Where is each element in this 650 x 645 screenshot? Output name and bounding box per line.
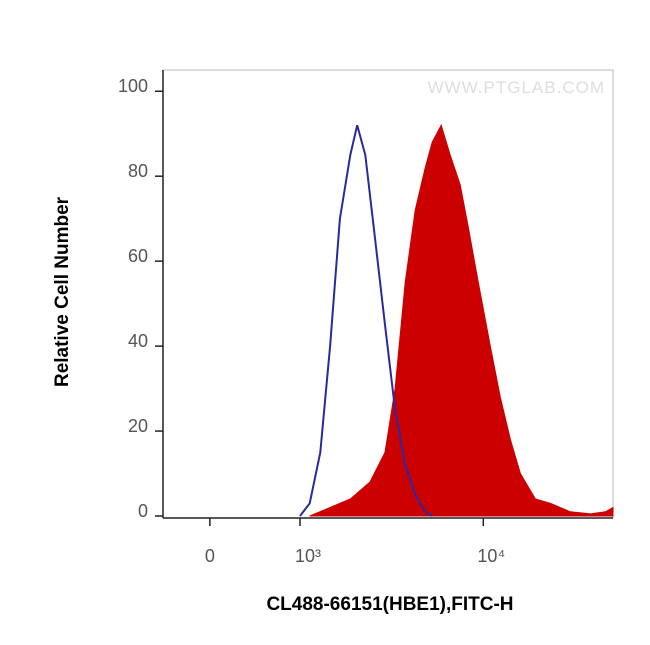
y-tick-label: 20 bbox=[128, 416, 148, 436]
y-axis-title: Relative Cell Number bbox=[52, 196, 73, 387]
y-tick-label: 0 bbox=[138, 501, 148, 521]
y-tick-label: 100 bbox=[118, 76, 148, 96]
watermark: WWW.PTGLAB.COM bbox=[428, 78, 605, 97]
histogram-line bbox=[299, 124, 433, 517]
x-tick-label: 0 bbox=[205, 546, 215, 566]
histogram-area bbox=[309, 123, 614, 517]
x-tick-label: 10³ bbox=[295, 546, 321, 566]
x-tick-label: 10⁴ bbox=[477, 546, 505, 566]
y-tick-label: 60 bbox=[128, 246, 148, 266]
x-axis-title: CL488-66151(HBE1),FITC-H bbox=[266, 594, 513, 615]
y-tick-label: 80 bbox=[128, 161, 148, 181]
y-tick-label: 40 bbox=[128, 331, 148, 351]
